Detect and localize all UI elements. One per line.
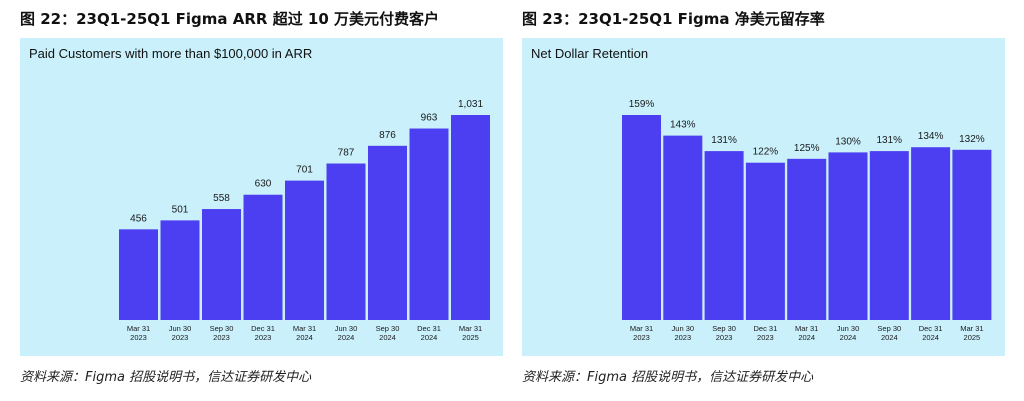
arr-bar bbox=[285, 180, 324, 320]
ndr-x-tick-label: Sep 30 bbox=[877, 324, 901, 333]
ndr-bar bbox=[663, 135, 703, 320]
arr-data-label: 876 bbox=[379, 130, 396, 141]
arr-data-label: 1,031 bbox=[458, 99, 483, 110]
arr-data-label: 558 bbox=[213, 193, 230, 204]
ndr-bar bbox=[911, 147, 951, 320]
ndr-x-tick-label: Dec 31 bbox=[919, 324, 943, 333]
ndr-x-tick-label: Jun 30 bbox=[672, 324, 695, 333]
ndr-data-label: 131% bbox=[877, 135, 903, 146]
arr-x-tick-label: 2024 bbox=[421, 333, 438, 342]
net-dollar-retention-chart-panel: Net Dollar Retention 159% Mar 31 2023 143% J… bbox=[522, 38, 1005, 356]
ndr-bar bbox=[704, 151, 744, 320]
ndr-x-tick-label: 2024 bbox=[881, 333, 898, 342]
arr-bar bbox=[160, 220, 200, 320]
arr-x-tick-label: Mar 31 bbox=[293, 324, 316, 333]
ndr-data-label: 143% bbox=[670, 120, 696, 131]
arr-data-label: 787 bbox=[338, 148, 355, 159]
ndr-x-tick-label: 2025 bbox=[964, 333, 981, 342]
arr-x-tick-label: Jun 30 bbox=[169, 324, 192, 333]
ndr-x-tick-label: 2023 bbox=[633, 333, 650, 342]
arr-x-tick-label: Jun 30 bbox=[335, 324, 358, 333]
ndr-bar bbox=[745, 162, 785, 320]
ndr-x-tick-label: Mar 31 bbox=[795, 324, 818, 333]
arr-x-tick-label: 2024 bbox=[379, 333, 396, 342]
arr-bar bbox=[326, 163, 366, 320]
ndr-data-label: 159% bbox=[629, 99, 655, 110]
ndr-x-tick-label: Jun 30 bbox=[837, 324, 860, 333]
ndr-x-tick-label: Mar 31 bbox=[630, 324, 653, 333]
ndr-bar bbox=[787, 158, 827, 320]
ndr-x-tick-label: Sep 30 bbox=[712, 324, 736, 333]
arr-x-tick-label: 2023 bbox=[255, 333, 272, 342]
ndr-data-label: 131% bbox=[711, 135, 737, 146]
ndr-bar bbox=[952, 149, 992, 320]
arr-data-label: 963 bbox=[421, 113, 438, 124]
ndr-x-tick-label: 2024 bbox=[922, 333, 939, 342]
ndr-data-label: 125% bbox=[794, 143, 820, 154]
ndr-x-tick-label: 2023 bbox=[757, 333, 774, 342]
ndr-bar bbox=[828, 152, 868, 320]
ndr-bar bbox=[869, 151, 909, 320]
arr-x-tick-label: 2024 bbox=[338, 333, 355, 342]
figure-22-source: 资料来源：Figma 招股说明书，信达证券研发中心 bbox=[20, 370, 312, 385]
arr-x-tick-label: Sep 30 bbox=[210, 324, 234, 333]
arr-data-label: 456 bbox=[130, 213, 147, 224]
arr-data-label: 701 bbox=[296, 165, 313, 176]
arr-bar bbox=[451, 115, 490, 320]
arr-bar bbox=[119, 229, 158, 320]
arr-bar bbox=[243, 194, 283, 320]
ndr-data-label: 134% bbox=[918, 131, 944, 142]
arr-x-tick-label: 2023 bbox=[130, 333, 147, 342]
arr-x-tick-label: Dec 31 bbox=[251, 324, 275, 333]
arr-customers-chart-panel: Paid Customers with more than $100,000 i… bbox=[20, 38, 503, 356]
ndr-data-label: 132% bbox=[959, 134, 985, 145]
arr-x-tick-label: 2023 bbox=[213, 333, 230, 342]
arr-x-tick-label: 2023 bbox=[172, 333, 189, 342]
arr-x-tick-label: 2024 bbox=[296, 333, 313, 342]
net-dollar-retention-chart-title: Net Dollar Retention bbox=[531, 46, 649, 61]
ndr-x-tick-label: 2023 bbox=[674, 333, 691, 342]
ndr-data-label: 122% bbox=[753, 147, 779, 158]
arr-bar bbox=[368, 145, 407, 320]
arr-bar bbox=[202, 209, 241, 320]
ndr-x-tick-label: Mar 31 bbox=[960, 324, 983, 333]
arr-data-label: 630 bbox=[255, 179, 272, 190]
arr-customers-chart-title: Paid Customers with more than $100,000 i… bbox=[29, 46, 313, 61]
arr-x-tick-label: Mar 31 bbox=[459, 324, 482, 333]
figure-23-source: 资料来源：Figma 招股说明书，信达证券研发中心 bbox=[522, 370, 814, 385]
ndr-x-tick-label: 2024 bbox=[798, 333, 815, 342]
ndr-x-tick-label: 2023 bbox=[716, 333, 733, 342]
arr-x-tick-label: Sep 30 bbox=[376, 324, 400, 333]
ndr-x-tick-label: 2024 bbox=[840, 333, 857, 342]
ndr-data-label: 130% bbox=[835, 136, 861, 147]
arr-bar bbox=[409, 128, 449, 320]
arr-x-tick-label: 2025 bbox=[462, 333, 479, 342]
figure-22-title: 图 22：23Q1-25Q1 Figma ARR 超过 10 万美元付费客户 bbox=[20, 10, 440, 28]
ndr-x-tick-label: Dec 31 bbox=[754, 324, 778, 333]
arr-data-label: 501 bbox=[172, 204, 189, 215]
figure-23-title: 图 23：23Q1-25Q1 Figma 净美元留存率 bbox=[522, 10, 825, 28]
ndr-bar bbox=[622, 115, 661, 320]
arr-x-tick-label: Dec 31 bbox=[417, 324, 441, 333]
arr-x-tick-label: Mar 31 bbox=[127, 324, 150, 333]
